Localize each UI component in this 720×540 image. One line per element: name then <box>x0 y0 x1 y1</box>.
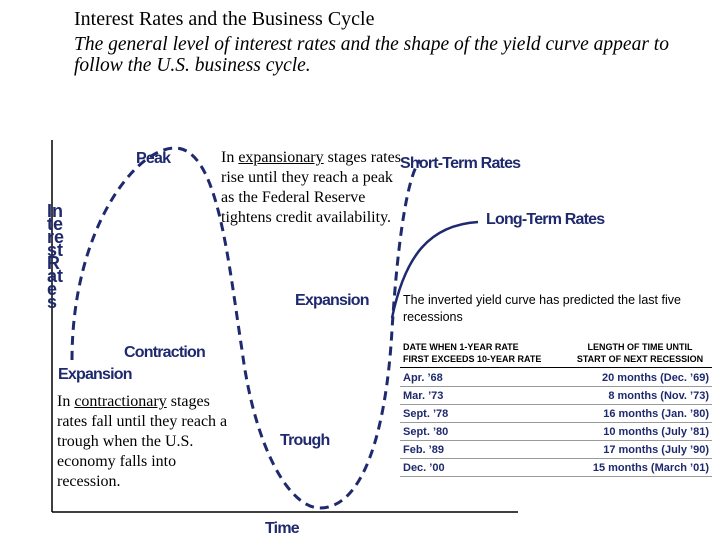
y-axis-label: Interest Rates <box>47 201 65 312</box>
col1-header-line2: FIRST EXCEEDS 10-YEAR RATE <box>403 354 542 364</box>
header-divider <box>400 367 712 368</box>
row-date: Apr. ’68 <box>400 369 493 387</box>
col1-header-line1: DATE WHEN 1-YEAR RATE <box>403 342 519 352</box>
row-date: Dec. ’00 <box>400 458 493 477</box>
row-length: 20 months (Dec. ’69) <box>492 369 712 387</box>
row-length: 15 months (March ’01) <box>492 458 712 477</box>
short-term-rates-curve <box>70 146 422 510</box>
expansionary-note: In expansionary stages rates rise until … <box>221 148 401 228</box>
short-term-rates-label: Short-Term Rates <box>400 155 521 172</box>
expansionary-note-prefix: In <box>221 149 239 166</box>
long-term-rates-curve <box>390 220 479 319</box>
peak-label: Peak <box>136 150 171 167</box>
table-row: Mar. ’73 8 months (Nov. ’73) <box>400 386 712 405</box>
table-row: Apr. ’68 20 months (Dec. ’69) <box>400 369 712 387</box>
expansionary-term: expansionary <box>238 149 324 166</box>
contraction-label: Contraction <box>124 344 206 361</box>
col2-header-line1: LENGTH OF TIME UNTIL <box>587 342 693 352</box>
row-length: 8 months (Nov. ’73) <box>492 386 712 405</box>
row-date: Sept. ’80 <box>400 422 493 441</box>
expansionary-note-text: stages rates rise until they reach a pea… <box>221 149 401 226</box>
row-length: 10 months (July ’81) <box>492 422 712 441</box>
table-row: Sept. ’78 16 months (Jan. ’80) <box>400 404 712 423</box>
recession-table: Apr. ’68 20 months (Dec. ’69) Mar. ’73 8… <box>400 369 712 477</box>
contractionary-note: In contractionary stages rates fall unti… <box>57 392 237 492</box>
col1-header: DATE WHEN 1-YEAR RATE FIRST EXCEEDS 10-Y… <box>403 341 541 365</box>
time-axis-label: Time <box>265 520 300 537</box>
table-row: Feb. ’89 17 months (July ’90) <box>400 440 712 459</box>
contractionary-note-prefix: In <box>57 393 75 410</box>
slide-title: Interest Rates and the Business Cycle <box>74 8 375 30</box>
row-date: Feb. ’89 <box>400 440 493 459</box>
col2-header: LENGTH OF TIME UNTIL START OF NEXT RECES… <box>565 341 715 365</box>
slide-subtitle: The general level of interest rates and … <box>74 34 669 76</box>
row-length: 16 months (Jan. ’80) <box>492 404 712 423</box>
expansion-label-right: Expansion <box>295 292 370 309</box>
expansion-label-left: Expansion <box>58 366 133 383</box>
contractionary-term: contractionary <box>74 393 167 410</box>
row-date: Mar. ’73 <box>400 386 493 405</box>
table-row: Dec. ’00 15 months (March ’01) <box>400 458 712 477</box>
long-term-rates-label: Long-Term Rates <box>486 211 605 228</box>
trough-label: Trough <box>280 432 330 449</box>
row-length: 17 months (July ’90) <box>492 440 712 459</box>
col2-header-line2: START OF NEXT RECESSION <box>576 354 704 364</box>
table-row: Sept. ’80 10 months (July ’81) <box>400 422 712 441</box>
contractionary-note-text: stages rates fall until they reach a tro… <box>57 393 228 490</box>
row-date: Sept. ’78 <box>400 404 493 423</box>
recession-box-title: The inverted yield curve has predicted t… <box>403 293 681 324</box>
